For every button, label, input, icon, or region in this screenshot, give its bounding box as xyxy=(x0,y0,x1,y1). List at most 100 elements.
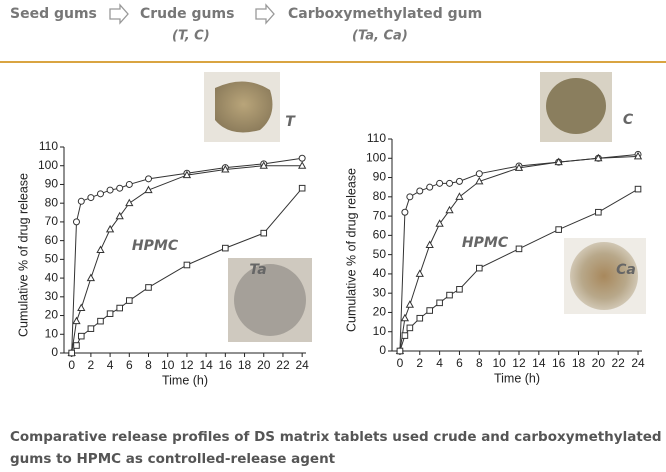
x-tick-label: 8 xyxy=(476,356,483,370)
point xyxy=(106,310,114,317)
y-tick-label: 10 xyxy=(373,324,387,338)
x-tick-label: 0 xyxy=(68,358,75,372)
y-tick-label: 40 xyxy=(373,266,387,280)
point xyxy=(145,284,152,291)
x-axis-label: Time (h) xyxy=(162,373,208,387)
y-tick-label: 70 xyxy=(373,208,387,222)
point xyxy=(97,317,104,325)
y-tick-label: 10 xyxy=(45,326,59,340)
point xyxy=(401,208,409,216)
point xyxy=(446,291,453,299)
point xyxy=(555,226,562,233)
point xyxy=(116,184,124,192)
series-label: HPMC xyxy=(462,235,509,251)
x-tick-label: 18 xyxy=(572,356,586,370)
y-tick-label: 30 xyxy=(373,285,387,299)
x-tick-label: 16 xyxy=(219,358,233,372)
point xyxy=(77,332,85,340)
point xyxy=(68,349,75,357)
x-tick-label: 22 xyxy=(612,356,626,370)
point xyxy=(436,299,443,307)
point xyxy=(406,193,414,201)
x-tick-label: 24 xyxy=(631,356,645,370)
y-tick-label: 90 xyxy=(45,177,59,191)
y-tick-label: 50 xyxy=(45,252,59,266)
y-tick-label: 110 xyxy=(39,139,58,153)
point xyxy=(77,197,85,205)
step-note: (T, C) xyxy=(172,29,210,44)
point xyxy=(298,154,306,162)
point xyxy=(77,303,86,312)
point xyxy=(106,186,114,194)
point xyxy=(72,218,80,226)
x-tick-label: 10 xyxy=(492,356,506,370)
x-tick-label: 24 xyxy=(295,358,309,372)
y-tick-label: 20 xyxy=(45,308,59,322)
x-tick-label: 14 xyxy=(532,356,546,370)
point xyxy=(633,151,643,160)
step-note: (Ta, Ca) xyxy=(352,29,408,44)
point xyxy=(105,224,115,233)
x-tick-label: 6 xyxy=(126,358,133,372)
x-tick-label: 4 xyxy=(436,356,443,370)
point xyxy=(475,176,484,185)
x-tick-label: 18 xyxy=(238,358,252,372)
point xyxy=(125,180,133,188)
point xyxy=(126,297,133,304)
y-axis-label: Cumulative % of drug release xyxy=(344,168,358,332)
point xyxy=(416,314,424,322)
x-tick-label: 22 xyxy=(276,358,290,372)
series-label: C xyxy=(623,112,634,128)
y-tick-label: 0 xyxy=(379,343,386,357)
x-tick-label: 20 xyxy=(257,358,271,372)
y-tick-label: 30 xyxy=(45,289,59,303)
point xyxy=(145,175,153,183)
point xyxy=(400,313,410,322)
point xyxy=(476,264,483,272)
series-label: Ta xyxy=(249,262,266,278)
point xyxy=(86,273,96,282)
y-tick-label: 80 xyxy=(45,195,59,209)
point xyxy=(396,347,404,355)
series-label: T xyxy=(285,114,296,130)
y-tick-label: 110 xyxy=(367,131,386,145)
point xyxy=(554,157,563,166)
step: Seed gums xyxy=(10,6,97,22)
point xyxy=(456,286,463,293)
point xyxy=(96,245,105,253)
y-tick-label: 100 xyxy=(38,158,58,172)
series-label: HPMC xyxy=(132,238,179,254)
point xyxy=(87,194,95,202)
point xyxy=(595,208,602,216)
y-tick-label: 60 xyxy=(373,228,387,242)
y-tick-label: 100 xyxy=(366,150,386,164)
x-axis-label: Time (h) xyxy=(494,371,540,385)
x-tick-label: 4 xyxy=(107,358,114,372)
x-tick-label: 6 xyxy=(456,356,463,370)
y-tick-label: 20 xyxy=(373,305,387,319)
point xyxy=(125,198,134,207)
point xyxy=(182,170,192,179)
y-tick-label: 60 xyxy=(45,233,59,247)
y-axis-label: Cumulative % of drug release xyxy=(16,173,30,337)
point xyxy=(425,240,434,248)
x-tick-label: 20 xyxy=(592,356,606,370)
point xyxy=(405,300,415,308)
series-label: Ca xyxy=(616,262,636,278)
step: Carboxymethylated gum xyxy=(288,6,482,22)
x-tick-label: 14 xyxy=(199,358,213,372)
y-tick-label: 70 xyxy=(45,214,59,228)
x-tick-label: 0 xyxy=(397,356,404,370)
point xyxy=(115,211,124,220)
x-tick-label: 8 xyxy=(145,358,152,372)
point xyxy=(416,187,424,195)
x-tick-label: 12 xyxy=(180,358,194,372)
caption: gums to HPMC as controlled-release agent xyxy=(10,451,336,467)
point xyxy=(144,185,153,194)
x-tick-label: 2 xyxy=(416,356,423,370)
point xyxy=(260,229,268,237)
point xyxy=(406,324,414,332)
point xyxy=(514,163,524,171)
point xyxy=(96,190,104,198)
